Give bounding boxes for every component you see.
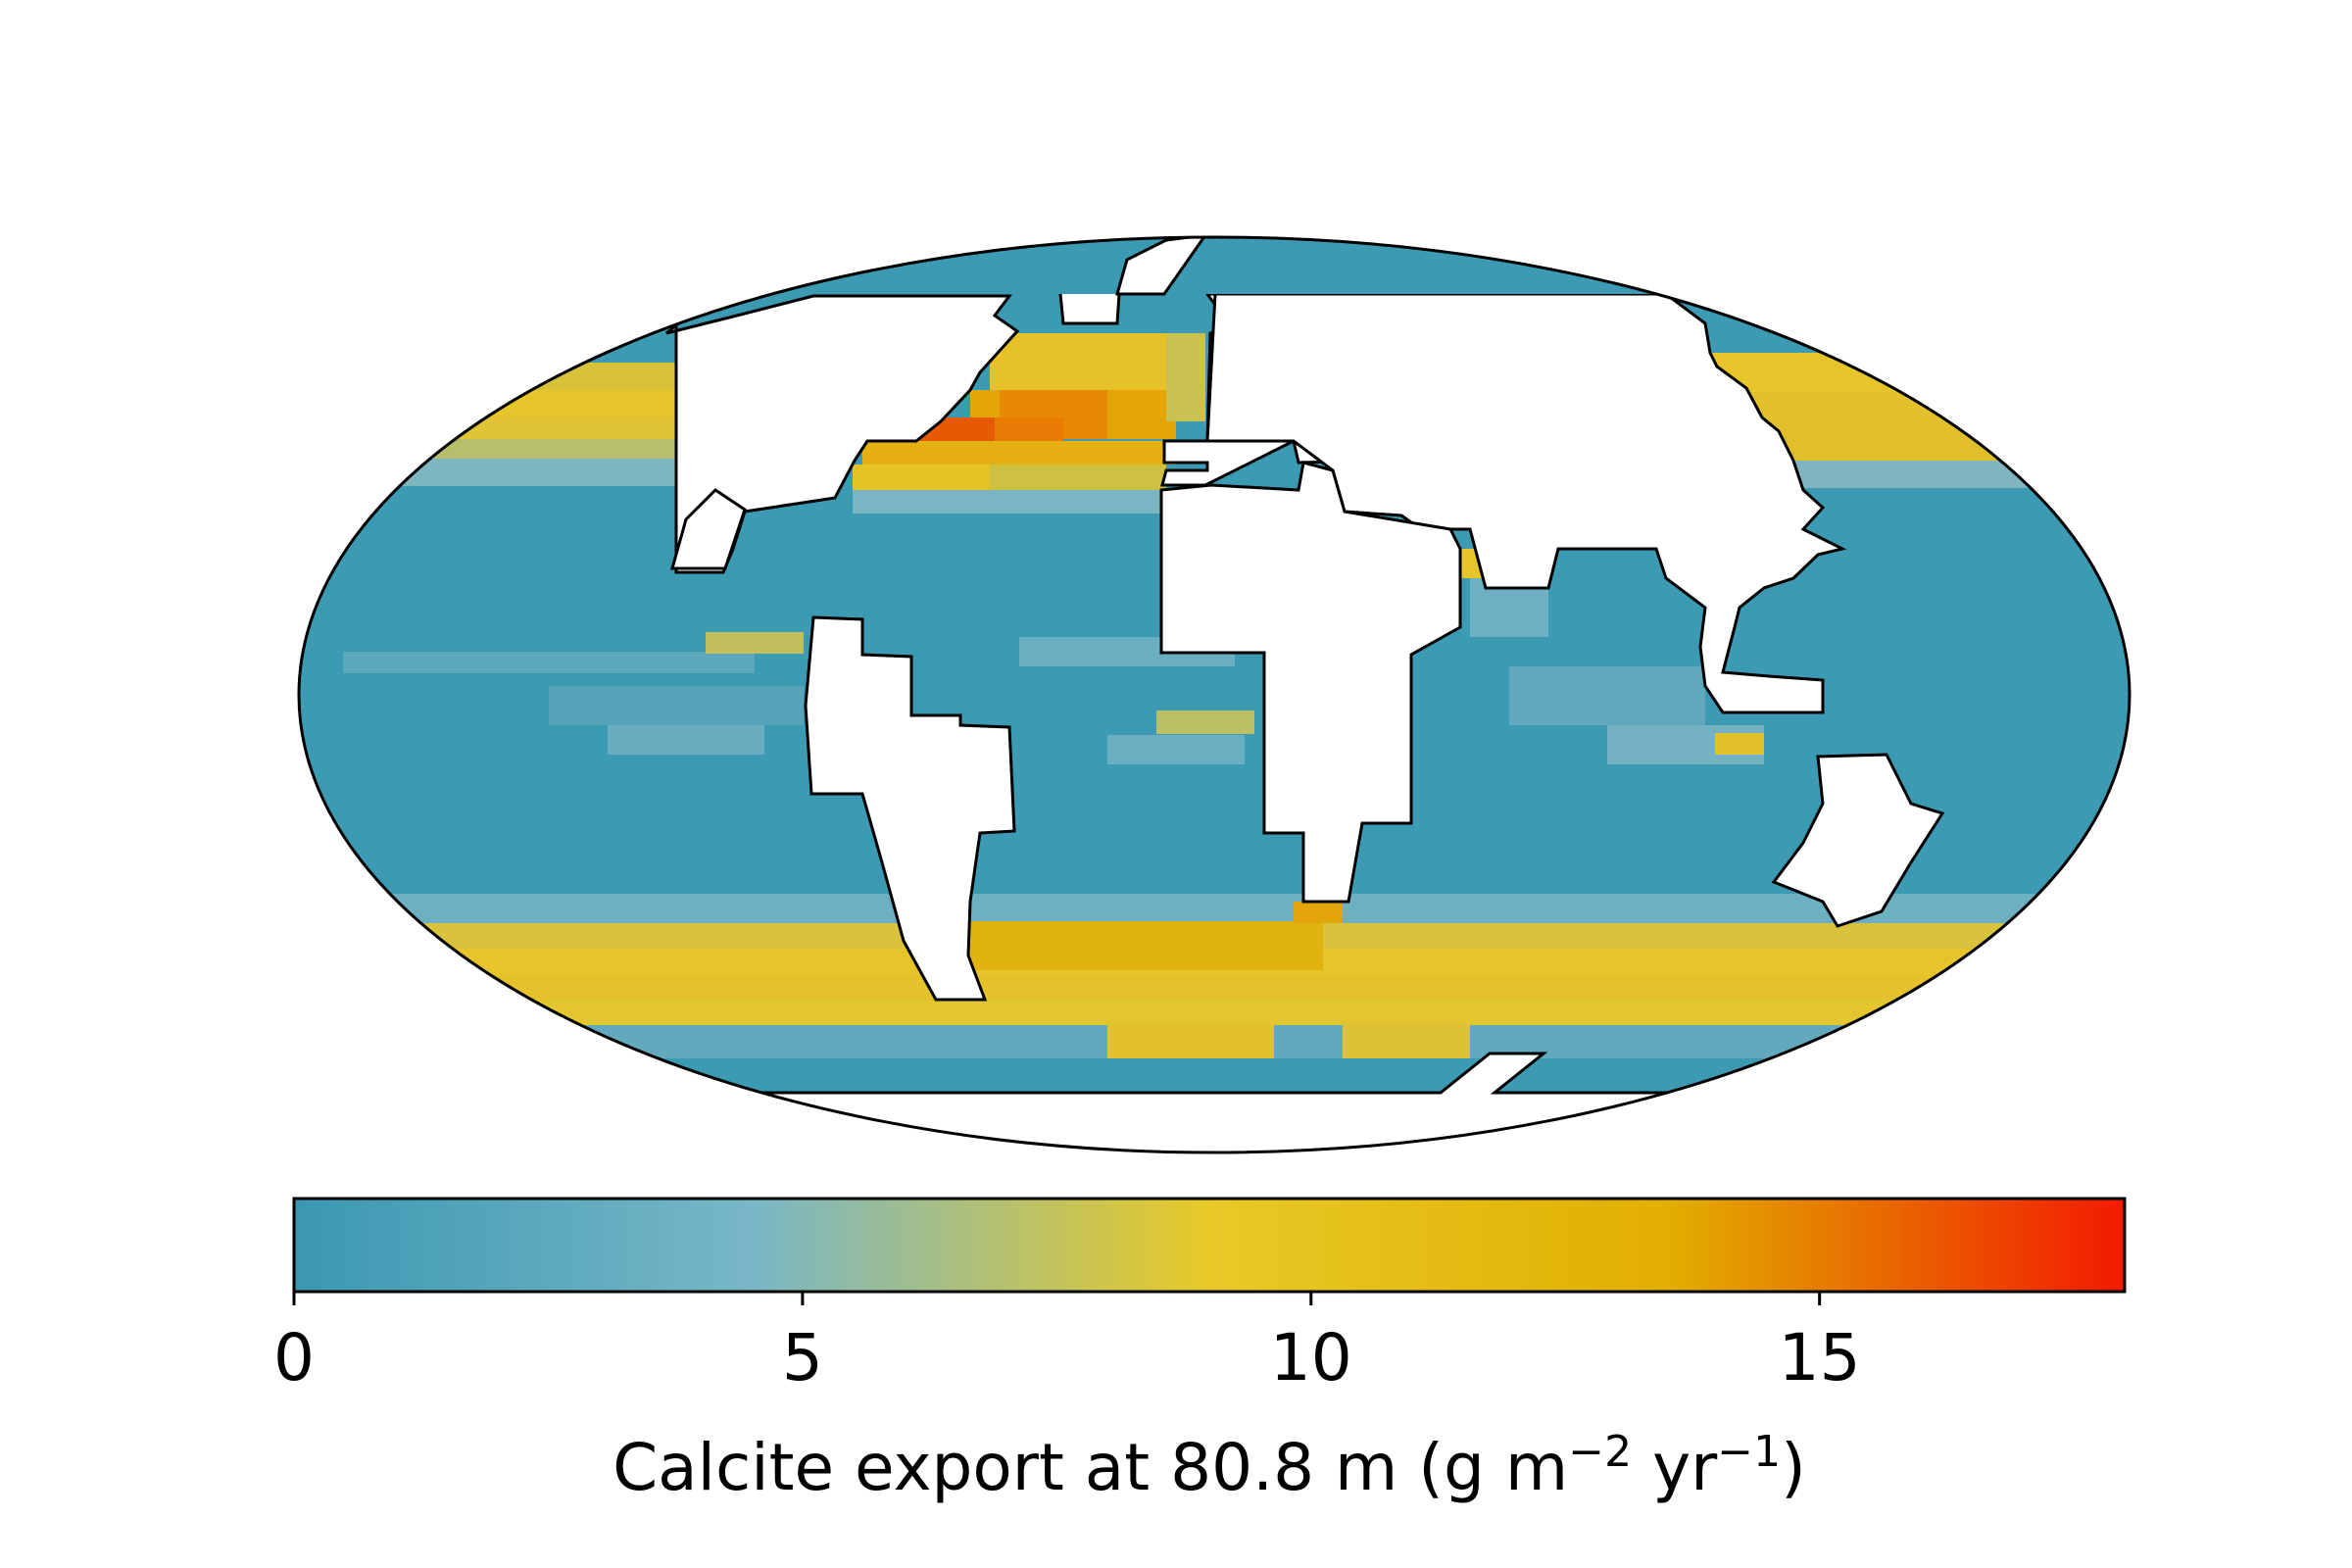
ocean-cell <box>990 465 1166 490</box>
ocean-cell <box>1107 735 1245 764</box>
continent-australia <box>1771 753 1945 928</box>
ocean-cell <box>1343 1025 1470 1058</box>
continent-central-america <box>670 488 747 570</box>
continent-north-america <box>665 294 1020 574</box>
ocean-band <box>299 459 686 486</box>
ocean-cell <box>608 725 764 755</box>
ocean-cell <box>862 441 1176 465</box>
ocean-cell <box>1166 333 1205 421</box>
ocean-cell <box>549 686 804 725</box>
ocean-cell <box>706 632 804 654</box>
colorbar-tick-label: 15 <box>1779 1320 1861 1396</box>
ocean-cell <box>1509 666 1705 725</box>
colorbar-tick-label: 5 <box>782 1320 823 1396</box>
ocean-band <box>299 417 725 439</box>
ocean-cell <box>343 652 755 673</box>
ocean-band <box>1686 353 2130 392</box>
world-map <box>297 235 2132 1154</box>
colorbar-gradient <box>292 1197 2127 1294</box>
ocean-cell <box>1715 733 1764 755</box>
continent-africa <box>1159 461 1462 904</box>
colorbar-label: Calcite export at 80.8 m (g m−2 yr−1) <box>612 1427 1806 1505</box>
ocean-cell <box>853 490 1176 514</box>
ocean-cell <box>995 417 1063 443</box>
ocean-cell <box>1294 902 1343 923</box>
colorbar-tick-label: 0 <box>273 1320 315 1396</box>
continent-asia <box>1205 292 1847 714</box>
colorbar: 0 5 10 15 Calcite export at 80.8 m (g m−2 y… <box>273 1197 2127 1505</box>
ocean-cell <box>990 333 1176 392</box>
ocean-cell <box>853 465 990 490</box>
ocean-cell <box>1107 1025 1274 1058</box>
ocean-band <box>1764 461 2130 488</box>
ocean-band <box>299 439 706 459</box>
ocean-band <box>1705 392 2130 421</box>
globe-outline <box>297 235 2132 1154</box>
ocean-cell <box>1156 710 1254 734</box>
continent-arctic-land <box>1115 237 1209 296</box>
ocean-band <box>299 976 2130 1000</box>
continent-south-america <box>804 615 1016 1002</box>
ocean-band <box>299 1000 2130 1025</box>
colorbar-ticks: 0 5 10 15 <box>273 1292 1861 1396</box>
ocean-cell <box>931 921 1323 970</box>
colorbar-tick-label: 10 <box>1270 1320 1352 1396</box>
